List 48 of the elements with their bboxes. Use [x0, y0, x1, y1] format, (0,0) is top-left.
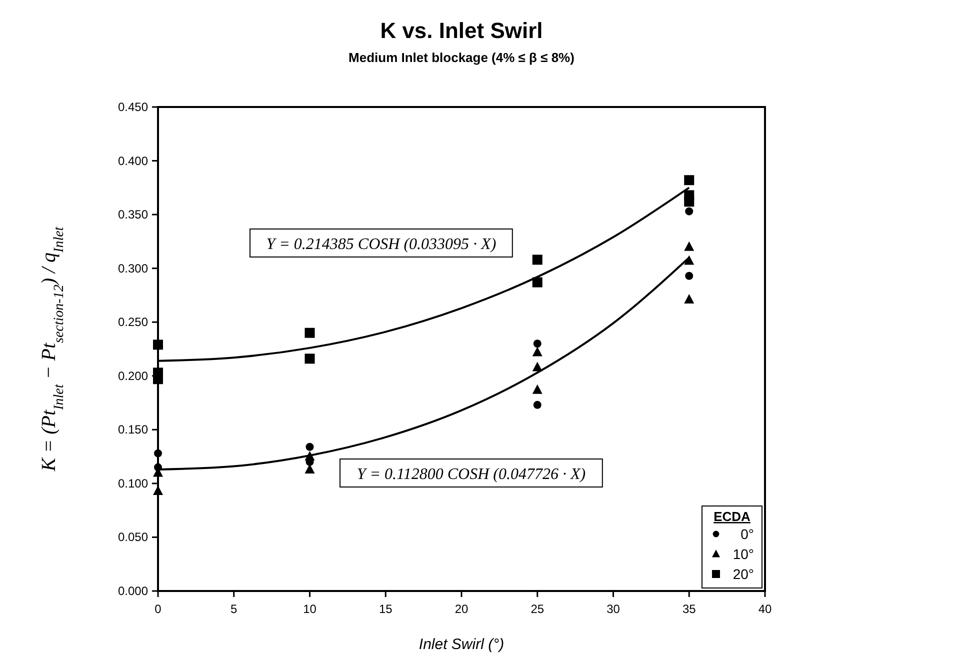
x-tick-label: 25: [530, 602, 544, 616]
point: [532, 254, 542, 265]
y-tick-label: 0.050: [118, 530, 148, 544]
point: [304, 451, 315, 461]
point: [685, 207, 694, 216]
y-tick-label: 0.450: [118, 100, 148, 114]
point: [154, 449, 162, 458]
y-tick-label: 0.200: [118, 368, 148, 383]
point: [306, 442, 314, 451]
x-tick-label: 5: [230, 602, 238, 616]
x-tick-label: 10: [303, 602, 317, 616]
point: [532, 362, 542, 372]
point: [304, 328, 315, 338]
point: [684, 294, 694, 304]
point: [532, 277, 542, 288]
annotation: Y = 0.214385 COSH (0.033095 · X): [266, 236, 496, 253]
chart-subtitle: Medium Inlet blockage (4% ≤ β ≤ 8%): [348, 50, 574, 65]
chart-title: K vs. Inlet Swirl: [380, 18, 543, 43]
point: [684, 175, 694, 186]
point: [684, 241, 694, 251]
x-tick-label: 30: [606, 602, 620, 616]
x-tick-label: 40: [758, 602, 772, 616]
legend-title: ECDA: [714, 509, 752, 524]
y-tick-label: 0.250: [118, 315, 148, 330]
point: [684, 255, 694, 265]
x-axis-title: Inlet Swirl (°): [418, 636, 504, 653]
y-tick-label: 0.100: [118, 476, 148, 490]
y-tick-label: 0.300: [118, 261, 148, 276]
x-tick-label: 15: [378, 602, 393, 616]
y-tick-label: 0.400: [118, 154, 148, 168]
point: [153, 340, 163, 350]
legend-label: 10°: [732, 546, 754, 562]
point: [684, 196, 694, 207]
point: [533, 340, 542, 348]
legend-label: 20°: [732, 566, 754, 582]
x-tick-label: 35: [682, 602, 696, 616]
x-tick-label: 0: [154, 602, 162, 616]
point: [532, 346, 542, 356]
legend-label: 0°: [740, 526, 754, 542]
x-tick-label: 20: [454, 602, 468, 616]
point: [533, 400, 542, 409]
annotation: Y = 0.112800 COSH (0.047726 · X): [356, 466, 586, 483]
y-tick-label: 0.150: [118, 422, 148, 437]
y-tick-label: 0.000: [118, 584, 148, 598]
point: [532, 384, 542, 394]
point: [685, 272, 694, 280]
y-tick-label: 0.350: [118, 208, 148, 222]
point: [304, 354, 315, 364]
